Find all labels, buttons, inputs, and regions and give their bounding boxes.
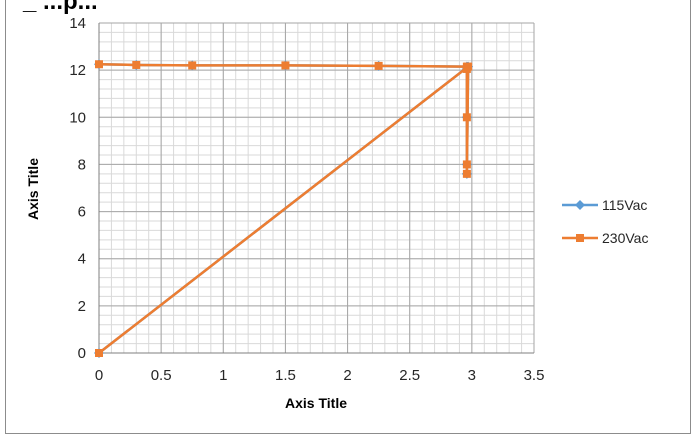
chart: _ ...p... 0 0.5 1 1.5 2 2.5 3 3.5 0 2 4 6 8 10 12 14 A… — [6, 0, 692, 435]
chart-series — [94, 59, 473, 358]
data-point — [281, 61, 289, 69]
x-tick-label: 2.5 — [399, 367, 420, 384]
y-tick-label: 4 — [78, 251, 86, 268]
chart-area: _ ...p... 0 0.5 1 1.5 2 2.5 3 3.5 0 2 4 6 8 10 12 14 A… — [5, 0, 691, 434]
series-230Vac — [95, 60, 472, 357]
y-tick-label: 6 — [78, 204, 86, 221]
data-point — [188, 61, 196, 69]
chart-legend: 115Vac 230Vac — [562, 197, 648, 246]
y-tick-label: 0 — [78, 345, 86, 362]
legend-label: 230Vac — [602, 230, 648, 246]
y-tick-labels: 0 2 4 6 8 10 12 14 — [69, 15, 86, 362]
y-tick-label: 12 — [69, 62, 86, 79]
data-point — [95, 60, 103, 68]
x-tick-label: 2 — [343, 367, 351, 384]
data-point — [464, 63, 472, 71]
data-point — [576, 234, 584, 242]
x-tick-label: 0 — [95, 367, 103, 384]
data-point — [463, 170, 471, 178]
data-point — [95, 349, 103, 357]
chart-title: _ ...p... — [22, 0, 98, 15]
x-tick-label: 3.5 — [524, 367, 545, 384]
data-point — [575, 200, 585, 210]
data-point — [463, 160, 471, 168]
y-axis-title: Axis Title — [25, 158, 41, 220]
legend-label: 115Vac — [602, 197, 647, 213]
y-tick-label: 14 — [69, 15, 86, 32]
legend-item: 115Vac — [562, 197, 647, 213]
legend-item: 230Vac — [562, 230, 648, 246]
x-tick-label: 1 — [219, 367, 227, 384]
x-axis-title: Axis Title — [285, 395, 347, 411]
x-tick-labels: 0 0.5 1 1.5 2 2.5 3 3.5 — [95, 367, 545, 384]
y-tick-label: 8 — [78, 156, 86, 173]
data-point — [375, 62, 383, 70]
x-tick-label: 1.5 — [275, 367, 296, 384]
y-tick-label: 2 — [78, 298, 86, 315]
data-point — [463, 113, 471, 121]
x-tick-label: 3 — [468, 367, 476, 384]
data-point — [132, 61, 140, 69]
y-tick-label: 10 — [69, 109, 86, 126]
x-tick-label: 0.5 — [151, 367, 172, 384]
